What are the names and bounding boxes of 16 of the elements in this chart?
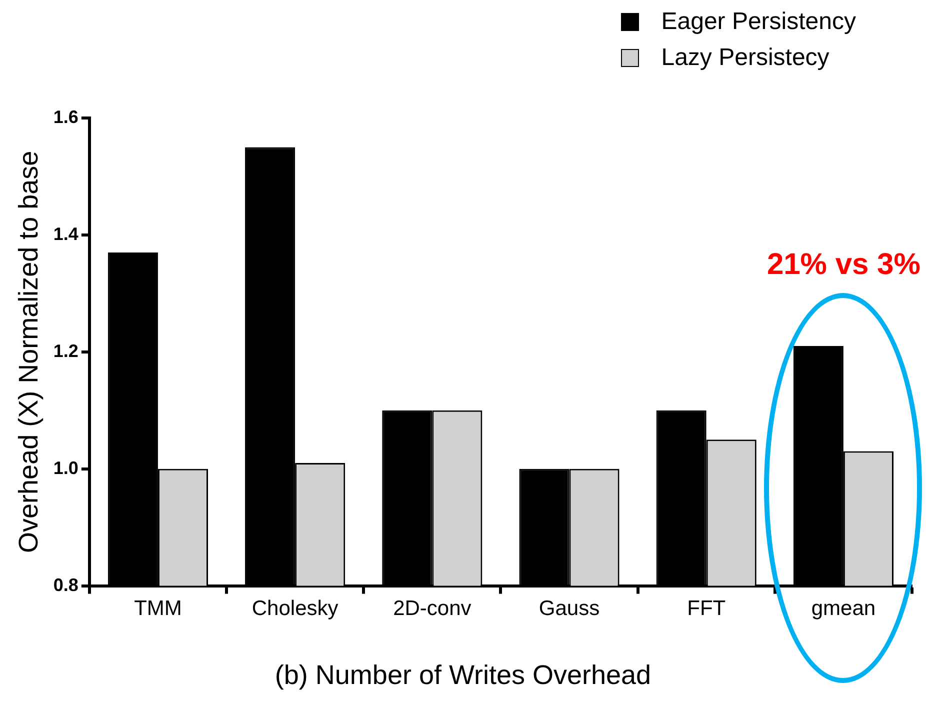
x-tick-label: gmean <box>811 597 876 620</box>
y-tick-label: 1.6 <box>53 106 78 127</box>
y-tick-label: 1.2 <box>53 340 78 361</box>
x-axis-title: (b) Number of Writes Overhead <box>274 660 652 691</box>
annotation: 21% vs 3% <box>766 248 920 282</box>
legend-label: Eager Persistency <box>661 8 856 36</box>
x-tick-label: Cholesky <box>252 597 339 620</box>
x-tick-label: FFT <box>687 597 726 620</box>
y-tick-label: 1.4 <box>53 224 78 244</box>
x-tick-label: 2D-conv <box>393 597 472 620</box>
y-tick-label: 1.0 <box>53 458 78 478</box>
x-tick-label: Gauss <box>538 597 600 620</box>
legend-label: Lazy Persistecy <box>661 44 830 72</box>
x-tick-label: TMM <box>134 597 182 620</box>
y-tick-label: 0.8 <box>53 574 78 595</box>
y-axis-title: Overhead (X) Normalized to base <box>14 150 44 553</box>
